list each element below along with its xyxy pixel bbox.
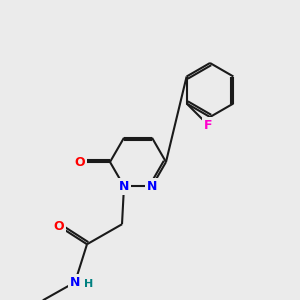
Text: N: N (147, 180, 157, 193)
Text: O: O (54, 220, 64, 233)
Text: N: N (70, 276, 80, 289)
Text: O: O (75, 155, 85, 169)
Text: N: N (119, 180, 129, 193)
Text: H: H (84, 279, 94, 289)
Text: F: F (204, 119, 213, 132)
